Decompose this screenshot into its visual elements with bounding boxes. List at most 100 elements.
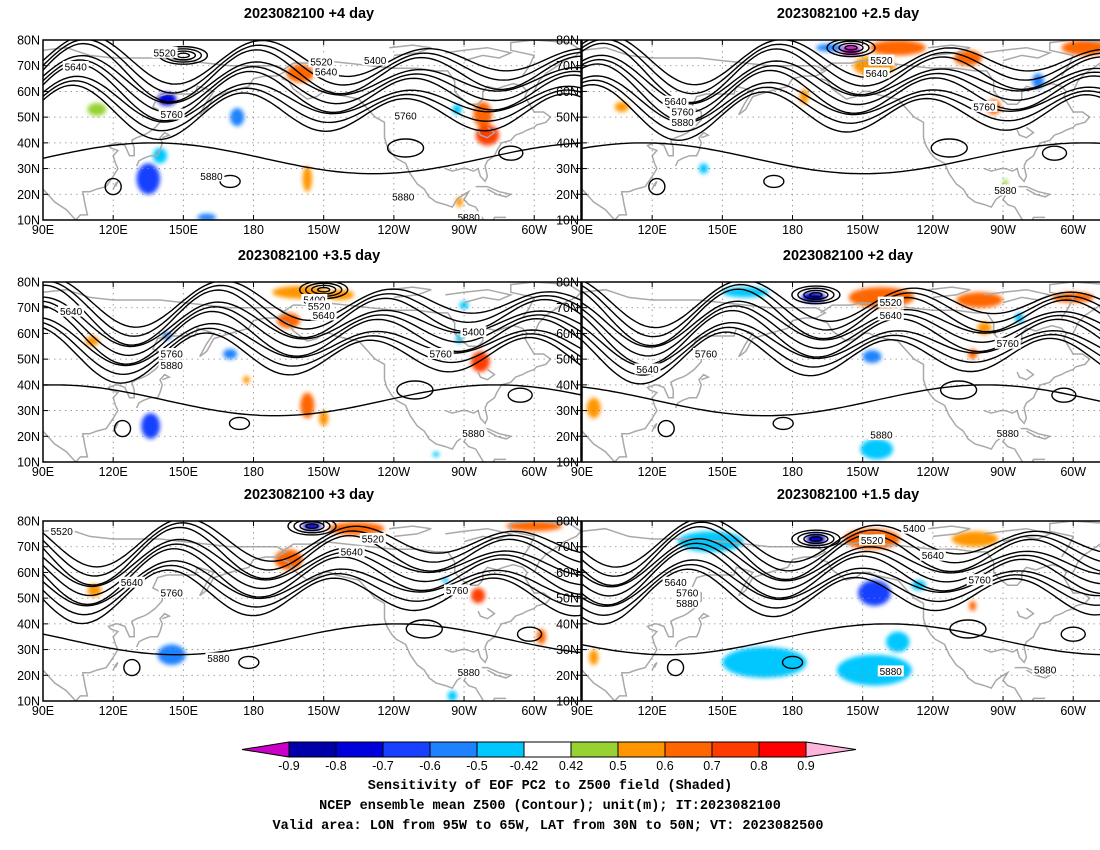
z500-contour bbox=[49, 282, 581, 337]
shading-blob bbox=[242, 375, 251, 384]
lat-tick-label: 30N bbox=[556, 404, 579, 418]
contour-label-bg bbox=[674, 587, 701, 598]
shading-blob bbox=[886, 631, 910, 653]
lon-tick-label: 180 bbox=[782, 704, 803, 718]
z500-contour bbox=[43, 317, 581, 367]
z500-closed-contour bbox=[949, 619, 987, 639]
z500-contour bbox=[43, 569, 581, 625]
contour-label-bg bbox=[151, 46, 178, 58]
map-panel-3: 2023082100 +3.5 day540056405520564054005… bbox=[17, 248, 582, 479]
z500-contour bbox=[43, 42, 581, 103]
shading-blob bbox=[506, 521, 563, 532]
coastline bbox=[1049, 40, 1100, 92]
lon-tick-label: 120E bbox=[638, 223, 667, 237]
lon-tick-label: 180 bbox=[243, 704, 264, 718]
coastline bbox=[389, 286, 432, 299]
coastline bbox=[135, 131, 172, 167]
coastline bbox=[651, 661, 658, 671]
lon-tick-label: 150W bbox=[307, 465, 340, 479]
z500-contour bbox=[582, 42, 1100, 104]
coastline bbox=[477, 607, 496, 620]
lat-tick-label: 50N bbox=[556, 353, 579, 367]
coastline bbox=[674, 373, 711, 409]
contour-label: 5880 bbox=[1034, 666, 1057, 677]
z500-contour bbox=[43, 322, 581, 376]
contour-label: 5760 bbox=[997, 339, 1020, 350]
lat-tick-label: 40N bbox=[556, 136, 579, 150]
lon-tick-label: 90W bbox=[451, 223, 477, 237]
contour-label-bg bbox=[310, 309, 337, 321]
panel-1-frame bbox=[42, 39, 582, 221]
z500-contour bbox=[43, 59, 581, 113]
contour-label: 5880 bbox=[207, 654, 230, 665]
shading-blob bbox=[141, 413, 160, 439]
colorbar-label: -0.8 bbox=[325, 759, 347, 773]
lat-tick-label: 80N bbox=[556, 515, 579, 529]
panel-3-frame bbox=[42, 281, 582, 463]
lat-tick-label: 30N bbox=[556, 162, 579, 176]
lon-tick-label: 150W bbox=[846, 704, 879, 718]
contour-label-bg bbox=[863, 67, 890, 79]
contour-label-bg bbox=[158, 348, 185, 359]
z500-contour bbox=[582, 142, 1100, 175]
z500-contour bbox=[43, 521, 581, 568]
lat-tick-label: 60N bbox=[17, 327, 40, 341]
panel-3-title: 2023082100 +3.5 day bbox=[238, 248, 380, 264]
shading-blob bbox=[473, 101, 493, 128]
coastline bbox=[928, 525, 971, 538]
z500-contour bbox=[582, 563, 1100, 617]
lon-tick-label: 120W bbox=[378, 465, 411, 479]
contour-label: 5640 bbox=[341, 547, 364, 558]
shading-blob bbox=[860, 438, 894, 460]
contour-label-bg bbox=[158, 359, 185, 371]
lon-tick-label: 120E bbox=[99, 704, 128, 718]
shading-blob bbox=[956, 292, 1004, 308]
lat-tick-label: 30N bbox=[17, 404, 40, 418]
colorbar-swatch bbox=[570, 741, 619, 758]
lat-tick-label: 20N bbox=[17, 430, 40, 444]
z500-contour bbox=[582, 309, 1100, 366]
z500-contour bbox=[43, 623, 581, 656]
z500-closed-contour bbox=[104, 177, 122, 196]
coastline bbox=[477, 368, 496, 381]
contour-label: 5880 bbox=[200, 172, 223, 183]
lon-tick-label: 90W bbox=[451, 704, 477, 718]
contour-label: 5880 bbox=[994, 186, 1017, 197]
shading-blob bbox=[836, 654, 912, 686]
shading-blob bbox=[471, 587, 486, 604]
coastline bbox=[112, 661, 119, 671]
shading-blob bbox=[152, 148, 167, 164]
coastline bbox=[582, 46, 827, 220]
panel-2-z500-contours bbox=[582, 40, 1100, 196]
z500-contour bbox=[582, 79, 1100, 133]
coastline bbox=[820, 558, 1046, 701]
shading-blob bbox=[197, 213, 217, 220]
z500-contour bbox=[582, 559, 1100, 607]
caption-line-1: Sensitivity of EOF PC2 to Z500 field (Sh… bbox=[368, 779, 733, 794]
z500-contour bbox=[582, 331, 1100, 385]
contour-label: 5880 bbox=[458, 213, 481, 224]
panel-4-frame bbox=[581, 281, 1100, 463]
colorbar-swatch bbox=[476, 741, 525, 758]
contour-label: 5880 bbox=[392, 192, 415, 203]
lat-tick-label: 80N bbox=[556, 276, 579, 290]
coastline bbox=[820, 59, 1091, 183]
z500-contour bbox=[582, 521, 1100, 568]
contour-label-bg bbox=[992, 184, 1019, 196]
lat-tick-label: 20N bbox=[17, 669, 40, 683]
shading-blob bbox=[951, 531, 999, 547]
z500-closed-contour bbox=[666, 658, 685, 677]
lon-tick-label: 60W bbox=[521, 223, 547, 237]
lon-tick-label: 120E bbox=[99, 223, 128, 237]
z500-closed-contour bbox=[657, 419, 675, 438]
panel-5-title: 2023082100 +3 day bbox=[244, 487, 374, 503]
z500-contour bbox=[583, 282, 1100, 329]
contour-label: 5760 bbox=[695, 350, 718, 361]
lon-tick-label: 90W bbox=[990, 704, 1016, 718]
contour-label: 5760 bbox=[430, 350, 453, 361]
